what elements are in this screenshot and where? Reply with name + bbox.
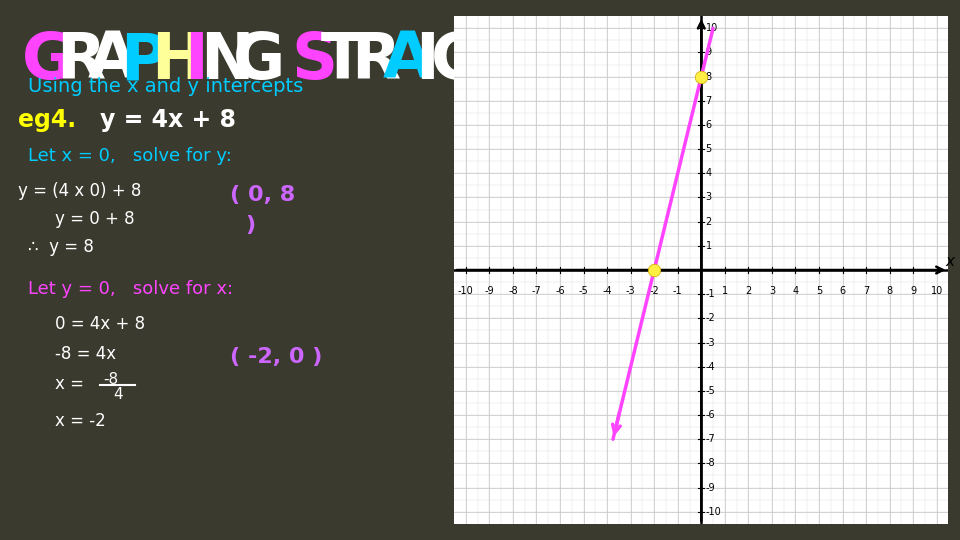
Text: G: G — [233, 30, 285, 92]
Text: ( -2, 0 ): ( -2, 0 ) — [230, 347, 323, 367]
Text: G: G — [431, 30, 484, 92]
Text: P: P — [120, 30, 167, 92]
Text: -5: -5 — [579, 286, 588, 296]
Text: S: S — [291, 30, 337, 92]
Text: 5: 5 — [816, 286, 822, 296]
Text: -3: -3 — [626, 286, 636, 296]
Text: -8: -8 — [508, 286, 517, 296]
Text: 4: 4 — [113, 387, 123, 402]
Text: N: N — [200, 30, 253, 92]
Text: -4: -4 — [602, 286, 612, 296]
Text: I: I — [184, 30, 207, 92]
Text: A: A — [383, 30, 432, 92]
Text: Using the x and y intercepts: Using the x and y intercepts — [28, 77, 303, 96]
Text: L: L — [552, 30, 592, 92]
Text: R: R — [351, 30, 400, 92]
Text: -8: -8 — [103, 372, 118, 387]
Text: N: N — [597, 30, 651, 92]
Text: -2: -2 — [706, 313, 715, 323]
Text: 0 = 4x + 8: 0 = 4x + 8 — [55, 315, 145, 333]
Text: ( 0, 8: ( 0, 8 — [230, 185, 296, 205]
Text: -3: -3 — [706, 338, 715, 348]
Text: 7: 7 — [706, 96, 711, 106]
Text: 2: 2 — [745, 286, 752, 296]
Text: ): ) — [245, 215, 255, 235]
Text: -1: -1 — [706, 289, 715, 299]
Text: -4: -4 — [706, 362, 715, 372]
Text: x = -2: x = -2 — [55, 412, 106, 430]
Text: 5: 5 — [706, 144, 711, 154]
Text: 6: 6 — [839, 286, 846, 296]
Text: H: H — [151, 30, 204, 92]
Text: y = (4 x 0) + 8: y = (4 x 0) + 8 — [18, 182, 141, 200]
Text: -9: -9 — [706, 483, 715, 492]
Text: E: E — [630, 30, 674, 92]
Text: 2: 2 — [706, 217, 711, 227]
Text: Let y = 0,   solve for x:: Let y = 0, solve for x: — [28, 280, 233, 298]
Text: -10: -10 — [458, 286, 473, 296]
Text: 3: 3 — [769, 286, 775, 296]
Text: I: I — [415, 30, 439, 92]
Text: 8: 8 — [887, 286, 893, 296]
Text: 6: 6 — [706, 120, 711, 130]
Text: 1: 1 — [722, 286, 728, 296]
Text: -7: -7 — [706, 434, 715, 444]
Text: I: I — [581, 30, 605, 92]
Text: G: G — [22, 30, 74, 92]
Text: ∴  y = 8: ∴ y = 8 — [28, 238, 94, 256]
Text: R: R — [56, 30, 106, 92]
Text: T: T — [321, 30, 365, 92]
Text: -6: -6 — [706, 410, 715, 420]
Text: -2: -2 — [649, 286, 660, 296]
Text: 4: 4 — [706, 168, 711, 178]
Text: -7: -7 — [532, 286, 541, 296]
Text: x =: x = — [55, 375, 89, 393]
Text: Let x = 0,   solve for y:: Let x = 0, solve for y: — [28, 147, 232, 165]
Text: H: H — [465, 30, 518, 92]
Text: -5: -5 — [706, 386, 715, 396]
Text: 3: 3 — [706, 192, 711, 202]
Text: -8: -8 — [706, 458, 715, 468]
Text: -9: -9 — [485, 286, 494, 296]
Text: y = 0 + 8: y = 0 + 8 — [55, 210, 134, 228]
Text: -8 = 4x: -8 = 4x — [55, 345, 116, 363]
Text: S: S — [659, 30, 705, 92]
Text: -6: -6 — [555, 286, 564, 296]
Text: 7: 7 — [863, 286, 869, 296]
Text: x: x — [945, 254, 954, 269]
Text: y = 4x + 8: y = 4x + 8 — [100, 108, 236, 132]
Text: T: T — [498, 30, 541, 92]
Text: 1: 1 — [706, 241, 711, 251]
Text: 9: 9 — [910, 286, 916, 296]
Text: 10: 10 — [706, 23, 718, 33]
Text: 8: 8 — [706, 72, 711, 82]
Text: A: A — [88, 30, 137, 92]
Text: 4: 4 — [792, 286, 799, 296]
Text: eg4.: eg4. — [18, 108, 76, 132]
Text: 10: 10 — [930, 286, 943, 296]
Text: -10: -10 — [706, 507, 721, 517]
Text: -1: -1 — [673, 286, 683, 296]
Text: 9: 9 — [706, 48, 711, 57]
